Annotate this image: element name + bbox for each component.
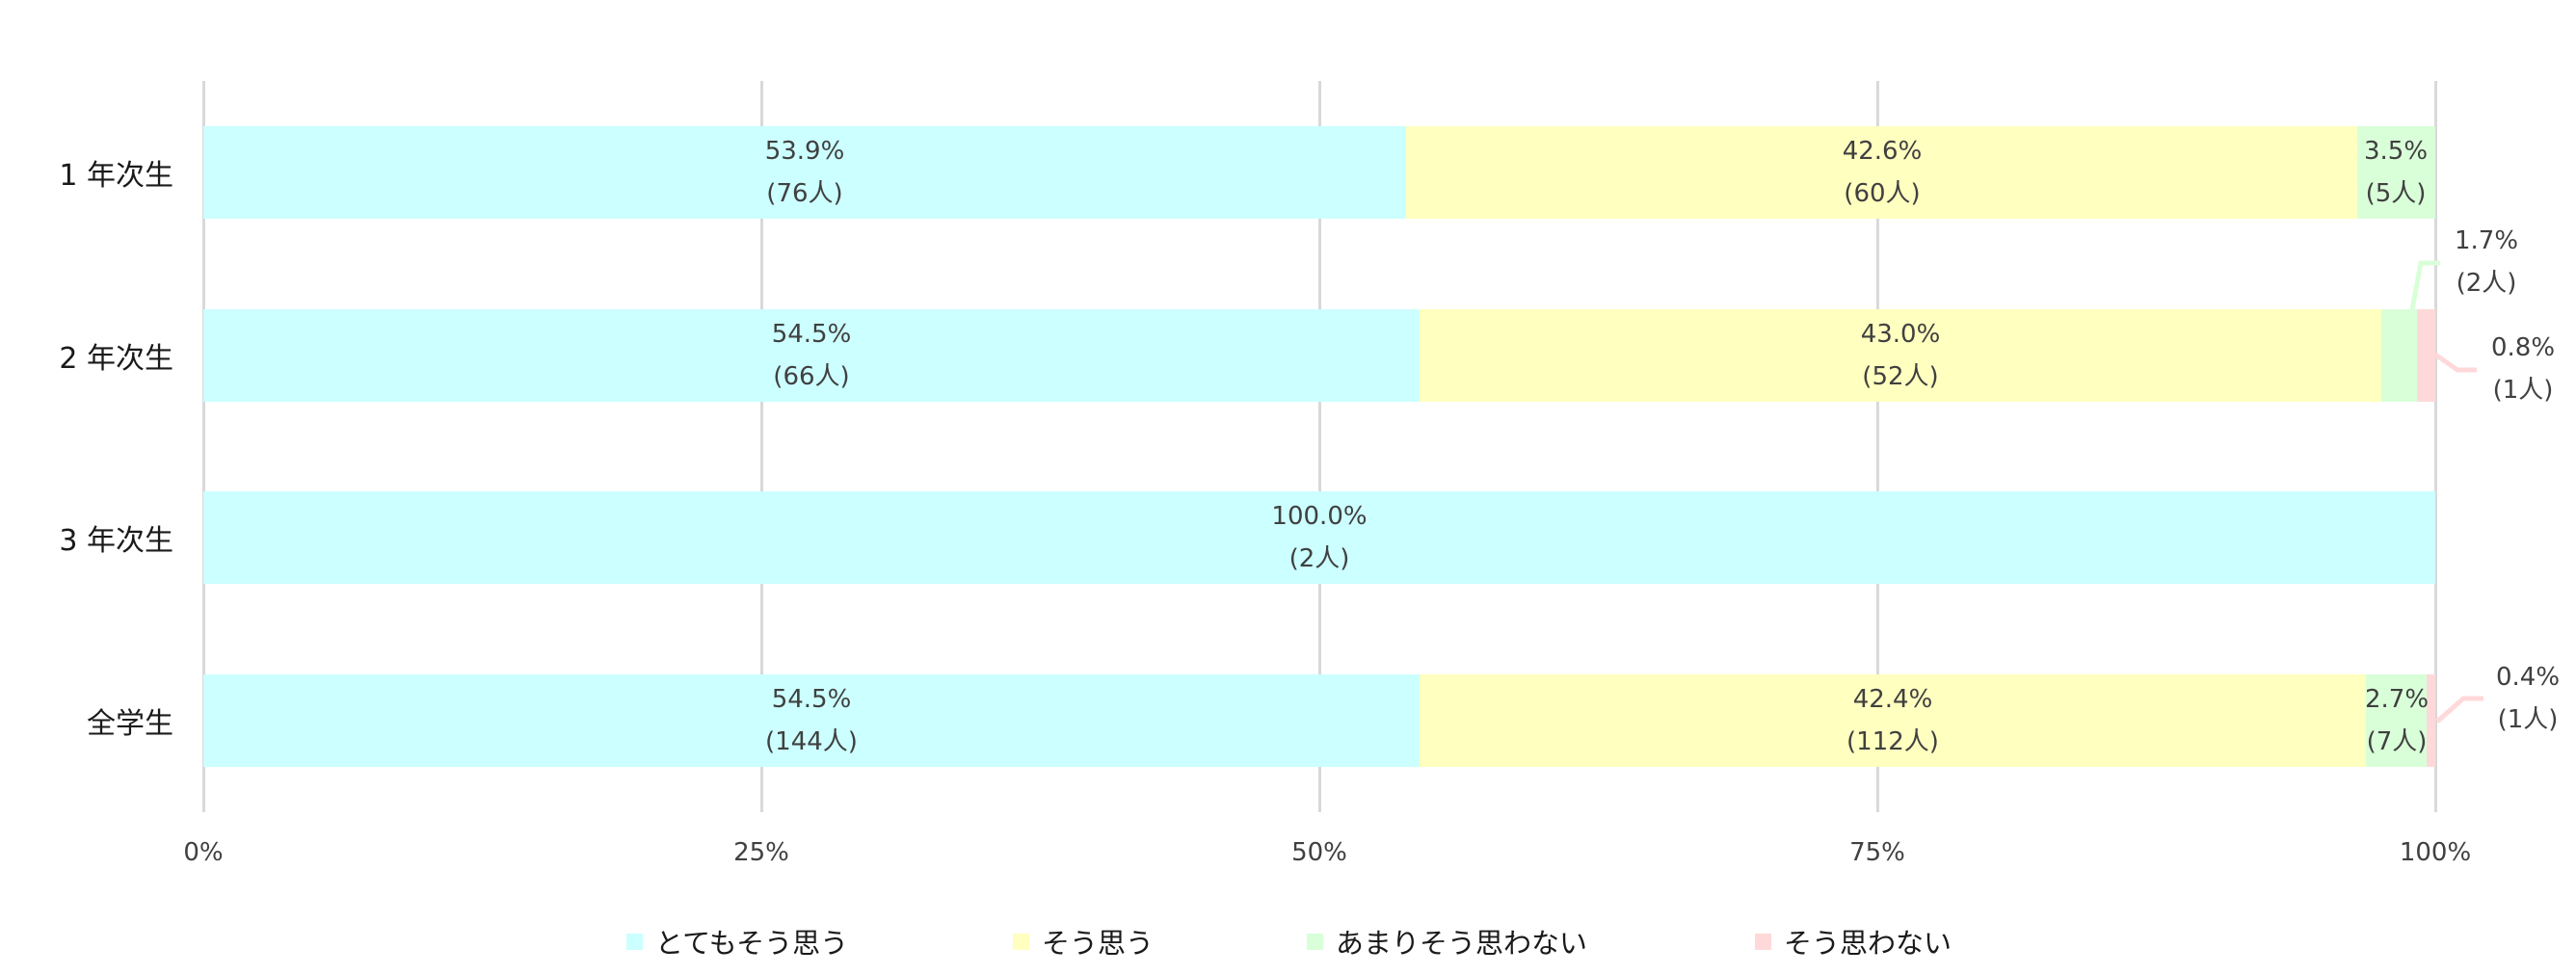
leader-line-all-disagree	[2435, 696, 2483, 724]
data-label-count: (76人)	[766, 179, 843, 208]
bar-segment-disagree-somewhat	[2381, 309, 2417, 402]
bar-row-year1: 53.9% (76人) 42.6% (60人) 3.5% (5人)	[203, 126, 2435, 219]
gridline-25	[760, 81, 763, 812]
bar-segment-very-agree	[203, 491, 2435, 584]
data-label-count: (2人)	[1288, 544, 1350, 573]
gridline-0	[202, 81, 205, 812]
legend-label: そう思わない	[1784, 927, 1952, 960]
data-label-pct: 0.8%	[2490, 333, 2556, 362]
callout-label-all-disagree: 0.4% (1人)	[2496, 656, 2560, 741]
category-label-all: 全学生	[87, 707, 173, 741]
legend-swatch-icon	[626, 933, 643, 950]
data-label-count: (66人)	[773, 362, 850, 391]
category-label-year1: 1 年次生	[59, 159, 173, 193]
legend-swatch-icon	[1013, 933, 1029, 950]
bar-segment-disagree	[2417, 309, 2435, 402]
data-label-count: (144人)	[765, 727, 858, 756]
bar-segment-very-agree	[203, 674, 1420, 767]
gridline-75	[1876, 81, 1879, 812]
data-label-count: (5人)	[2365, 179, 2427, 208]
data-label-pct: 3.5%	[2363, 137, 2429, 166]
data-label-count: (52人)	[1862, 362, 1939, 391]
gridline-50	[1318, 81, 1321, 812]
data-label: 42.4% (112人)	[1846, 674, 1939, 767]
x-tick-100: 100%	[2399, 838, 2472, 867]
data-label: 53.9% (76人)	[765, 126, 845, 219]
data-label: 54.5% (66人)	[772, 309, 852, 402]
bar-row-year3: 100.0% (2人)	[203, 491, 2435, 584]
category-label-year3: 3 年次生	[59, 524, 173, 558]
data-label-pct: 54.5%	[771, 685, 852, 714]
data-label-pct: 42.4%	[1852, 685, 1933, 714]
bar-row-year2: 54.5% (66人) 43.0% (52人)	[203, 309, 2435, 402]
x-tick-50: 50%	[1291, 838, 1347, 867]
legend-item-disagree-somewhat: あまりそう思わない	[1307, 921, 1587, 962]
data-label-count: (1人)	[2492, 376, 2554, 405]
data-label-pct: 0.4%	[2495, 663, 2561, 692]
data-label-pct: 1.7%	[2454, 226, 2519, 255]
callout-label-year2-disagree-somewhat: 1.7% (2人)	[2455, 220, 2518, 304]
legend-item-disagree: そう思わない	[1755, 921, 1952, 962]
legend-label: とてもそう思う	[655, 927, 849, 960]
legend-swatch-icon	[1307, 933, 1323, 950]
data-label: 42.6% (60人)	[1843, 126, 1923, 219]
legend-item-agree: そう思う	[1013, 921, 1154, 962]
gridline-100	[2434, 81, 2437, 812]
data-label-count: (1人)	[2497, 705, 2559, 734]
bar-segment-agree	[1420, 674, 2366, 767]
callout-label-year2-disagree: 0.8% (1人)	[2491, 327, 2555, 411]
x-tick-75: 75%	[1849, 838, 1905, 867]
bar-segment-disagree-somewhat	[2357, 126, 2435, 219]
legend-item-very-agree: とてもそう思う	[626, 921, 848, 962]
category-label-year2: 2 年次生	[59, 342, 173, 376]
bar-segment-very-agree	[203, 126, 1406, 219]
data-label-pct: 100.0%	[1271, 502, 1368, 531]
x-tick-25: 25%	[733, 838, 789, 867]
data-label-pct: 43.0%	[1860, 320, 1941, 349]
legend-label: そう思う	[1042, 927, 1155, 960]
x-tick-0: 0%	[183, 838, 224, 867]
bar-segment-agree	[1420, 309, 2381, 402]
data-label-pct: 53.9%	[764, 137, 845, 166]
data-label: 100.0% (2人)	[1271, 491, 1367, 584]
legend-swatch-icon	[1755, 933, 1771, 950]
data-label-count: (2人)	[2456, 269, 2517, 298]
data-label-count: (112人)	[1846, 727, 1939, 756]
data-label-pct: 42.6%	[1842, 137, 1923, 166]
data-label-pct: 54.5%	[771, 320, 852, 349]
data-label-count: (7人)	[2366, 727, 2428, 756]
leader-line-year2-disagree	[2433, 352, 2477, 373]
bar-segment-agree	[1406, 126, 2357, 219]
bar-segment-very-agree	[203, 309, 1420, 402]
bar-segment-disagree-somewhat	[2366, 674, 2427, 767]
data-label: 2.7% (7人)	[2365, 674, 2429, 767]
legend-label: あまりそう思わない	[1336, 927, 1588, 960]
bar-segment-disagree	[2427, 674, 2435, 767]
bar-row-all: 54.5% (144人) 42.4% (112人) 2.7% (7人)	[203, 674, 2435, 767]
data-label-count: (60人)	[1844, 179, 1921, 208]
data-label: 3.5% (5人)	[2364, 126, 2428, 219]
data-label-pct: 2.7%	[2364, 685, 2430, 714]
data-label: 43.0% (52人)	[1861, 309, 1941, 402]
data-label: 54.5% (144人)	[765, 674, 858, 767]
